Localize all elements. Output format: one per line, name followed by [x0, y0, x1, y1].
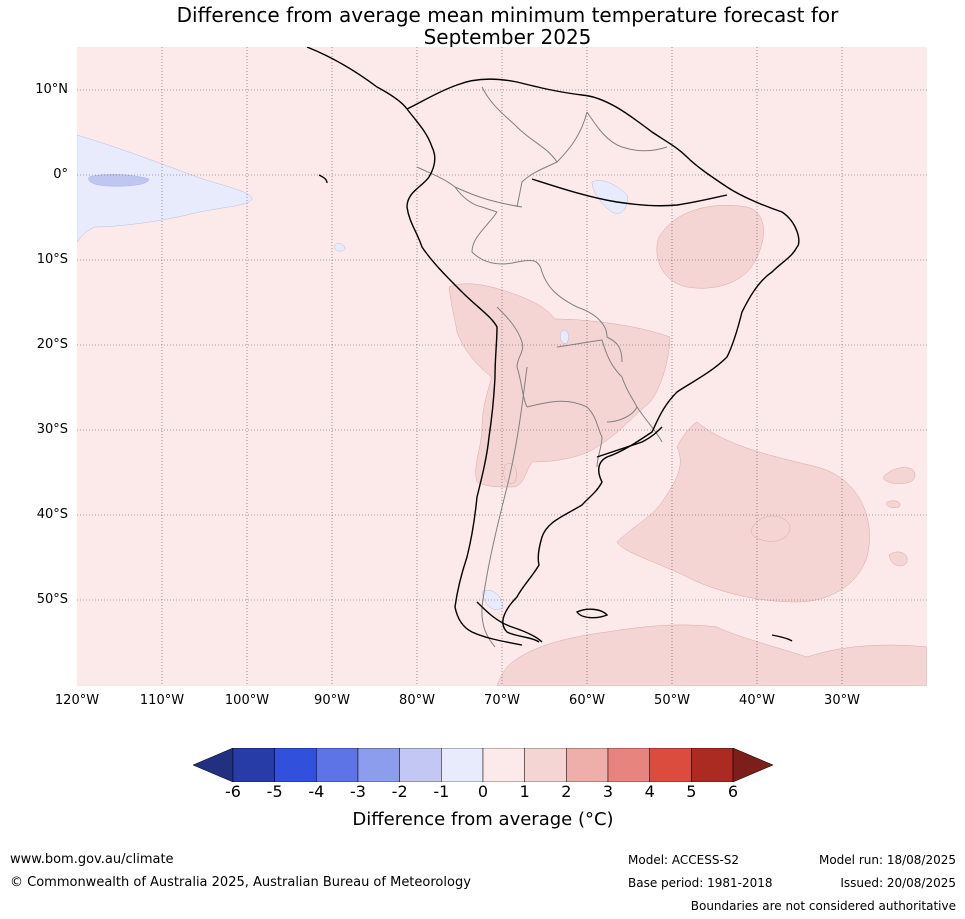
colorbar-tick-label: -3 [350, 782, 366, 801]
colorbar-swatch [357, 747, 400, 783]
model-run-text: Model run: 18/08/2025 [818, 853, 956, 867]
forecast-map [77, 47, 927, 686]
warm-region-east-patch-3 [888, 551, 908, 567]
lon-label-100w: 100°W [224, 693, 270, 708]
coastline-pacific-south-america [406, 108, 523, 646]
title-line-1: Difference from average mean minimum tem… [176, 3, 839, 27]
colorbar-tick-label: -4 [308, 782, 325, 801]
colorbar-swatch [441, 747, 484, 783]
cool-anomaly-deep [88, 174, 150, 187]
lat-label-40s: 40°S [36, 507, 68, 522]
colorbar-swatch [482, 747, 525, 783]
colorbar-swatch [649, 747, 692, 783]
model-text: Model: ACCESS-S2 [628, 853, 740, 867]
lon-label-80w: 80°W [399, 693, 435, 708]
colorbar-tick-label: -5 [266, 782, 283, 801]
warm-region-east-patch-2 [886, 500, 901, 509]
colorbar-tick-label: -2 [391, 782, 408, 801]
border-colombia-peru [454, 186, 523, 208]
map-title: Difference from average mean minimum tem… [0, 4, 965, 48]
coastline-amazon-river [531, 178, 728, 207]
border-brazil-uruguay [636, 406, 663, 443]
warm-anomaly-regions [448, 205, 927, 686]
colorbar-swatch [607, 747, 650, 783]
lon-label-120w: 120°W [54, 693, 100, 708]
border-bolivia-chile [516, 366, 528, 408]
warm-region-east-patch [883, 467, 916, 484]
colorbar [192, 747, 774, 783]
warm-region-south-atlantic [616, 421, 870, 603]
colorbar-under-arrow [192, 747, 234, 783]
lat-label-50s: 50°S [36, 592, 68, 607]
country-borders [416, 86, 668, 648]
lon-label-30w: 30°W [824, 693, 860, 708]
colorbar-tick-label: 4 [644, 782, 655, 801]
colorbar-swatch [399, 747, 442, 783]
lat-label-20s: 20°S [36, 337, 68, 352]
lat-label-10s: 10°S [36, 252, 68, 267]
colorbar-svg [192, 747, 774, 783]
colorbar-tick-label: 3 [602, 782, 614, 801]
lat-label-10n: 10°N [35, 82, 68, 97]
colorbar-tick-label: 5 [686, 782, 697, 801]
warm-region-southwest [496, 624, 927, 686]
warm-region-ne-brazil [656, 205, 764, 289]
colorbar-swatch [274, 747, 317, 783]
border-suriname-french-guiana [621, 146, 668, 152]
border-peru-brazil [471, 211, 543, 273]
lat-label-30s: 30°S [36, 422, 68, 437]
colorbar-swatch [316, 747, 359, 783]
colorbar-tick-label: 2 [561, 782, 572, 801]
coastline-caribbean [406, 78, 800, 643]
colorbar-over-arrow [732, 747, 774, 783]
border-chile-argentina [481, 366, 528, 648]
title-line-2: September 2025 [423, 25, 592, 49]
colorbar-swatch [691, 747, 734, 783]
colorbar-tick-label: -1 [433, 782, 450, 801]
border-colombia-venezuela [481, 86, 558, 208]
website-link[interactable]: www.bom.gov.au/climate [10, 852, 174, 867]
border-argentina-uruguay [596, 436, 603, 468]
colorbar-tick-label: -6 [225, 782, 241, 801]
border-venezuela-guyana [556, 111, 588, 163]
copyright-text: © Commonwealth of Australia 2025, Austra… [10, 875, 471, 890]
cool-region-pacific [77, 134, 253, 243]
cool-region-andes [560, 330, 569, 344]
disclaimer-text: Boundaries are not considered authoritat… [690, 899, 956, 913]
cool-region-patagonia [481, 590, 504, 610]
border-brazil-bolivia [541, 271, 623, 363]
border-peru-bolivia [496, 306, 524, 368]
colorbar-swatch [566, 747, 609, 783]
colorbar-label: Difference from average (°C) [352, 809, 614, 830]
warm-region-central [448, 283, 671, 488]
coastline-south-georgia [771, 634, 793, 642]
colorbar-tick-label: 1 [519, 782, 530, 801]
coastline-tierra-del-fuego [476, 601, 543, 643]
issued-text: Issued: 20/08/2025 [840, 876, 956, 890]
map-svg [77, 47, 927, 686]
coastline-rio-de-la-plata [596, 426, 663, 458]
cool-anomaly-regions [77, 134, 628, 610]
colorbar-tick-label: 6 [727, 782, 739, 801]
lon-label-110w: 110°W [139, 693, 185, 708]
lon-label-90w: 90°W [314, 693, 350, 708]
lat-label-0: 0° [53, 167, 68, 182]
border-argentina-paraguay [526, 400, 603, 438]
coastline-galapagos [318, 174, 328, 184]
border-bolivia-paraguay [556, 339, 623, 378]
cool-region-small-pacific [334, 243, 346, 252]
colorbar-tick-label: 0 [477, 782, 489, 801]
lon-label-50w: 50°W [654, 693, 690, 708]
lon-label-60w: 60°W [569, 693, 605, 708]
lon-label-40w: 40°W [739, 693, 775, 708]
cool-region-pacific-core [88, 174, 150, 187]
coastline-central-america [306, 47, 408, 110]
coastlines [306, 47, 800, 646]
base-period-text: Base period: 1981-2018 [628, 876, 773, 890]
colorbar-swatch [232, 747, 275, 783]
lon-label-70w: 70°W [484, 693, 520, 708]
colorbar-swatch [524, 747, 567, 783]
coastline-falklands [575, 608, 609, 619]
border-guyana-suriname [586, 111, 623, 148]
